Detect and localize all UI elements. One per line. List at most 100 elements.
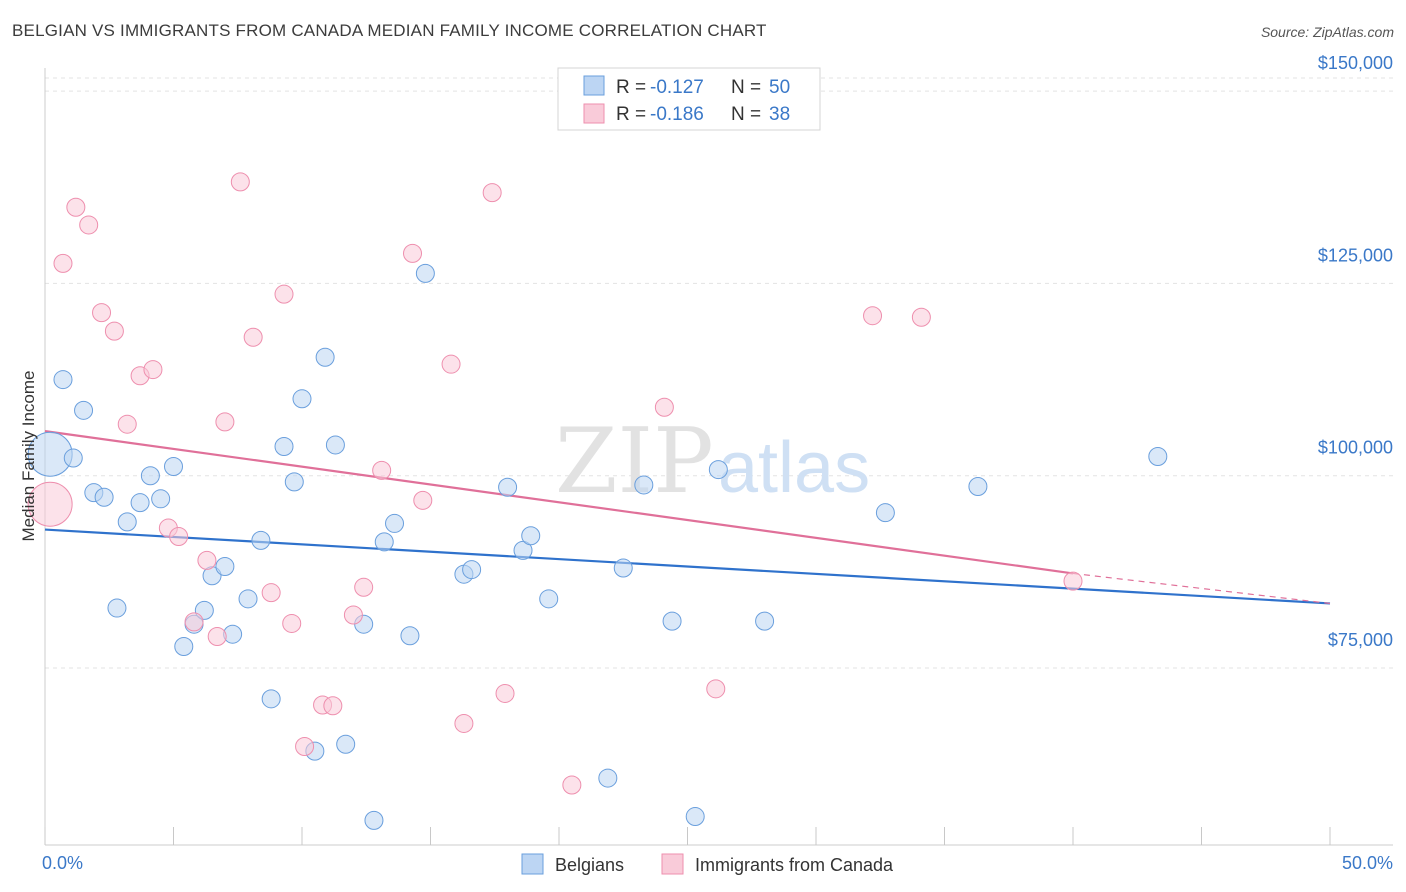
point-belgians-23 [292, 389, 312, 409]
point-belgians-46 [755, 611, 775, 631]
point-belgians-45 [708, 460, 728, 480]
x-tick-label-min: 0.0% [42, 853, 83, 873]
point-canada-24 [354, 577, 374, 597]
point-canada-13 [207, 627, 227, 647]
point-canada-1 [53, 253, 73, 273]
trendline-belgians [44, 528, 1331, 605]
y-tick-label-3: $150,000 [1318, 53, 1393, 73]
point-belgians-3 [74, 400, 94, 420]
legend-top: R = -0.127 N = 50 R = -0.186 N = 38 [557, 67, 821, 131]
point-canada-35 [863, 306, 883, 326]
point-canada-17 [261, 583, 281, 603]
legend-top-n-value-1: 50 [769, 77, 790, 98]
point-canada-4 [92, 303, 112, 323]
point-belgians-25 [315, 347, 335, 367]
trendline-canada-extension [1072, 572, 1331, 605]
y-axis-label: Median Family Income [19, 370, 38, 541]
point-belgians-19 [251, 530, 271, 550]
point-canada-37 [1063, 571, 1083, 591]
point-belgians-48 [968, 477, 988, 497]
point-belgians-9 [140, 466, 160, 486]
x-tick-label-max: 50.0% [1342, 853, 1393, 873]
point-belgians-20 [261, 689, 281, 709]
point-belgians-38 [521, 526, 541, 546]
point-canada-18 [274, 284, 294, 304]
point-canada-26 [403, 243, 423, 263]
point-canada-12 [197, 550, 217, 570]
point-belgians-10 [151, 489, 171, 509]
point-belgians-41 [634, 475, 654, 495]
legend-top-r-label-2: R = [616, 104, 646, 125]
point-belgians-31 [385, 513, 405, 533]
point-belgians-7 [117, 512, 137, 532]
point-belgians-40 [613, 558, 633, 578]
point-canada-23 [343, 605, 363, 625]
point-canada-16 [243, 327, 263, 347]
legend-bottom: Belgians Immigrants from Canada [521, 853, 894, 875]
legend-top-n-label-1: N = [731, 77, 761, 98]
point-canada-2 [66, 197, 86, 217]
point-belgians-2 [63, 448, 83, 468]
point-belgians-33 [415, 263, 435, 283]
legend-top-r-value-2: -0.186 [650, 104, 704, 125]
point-canada-32 [562, 775, 582, 795]
point-belgians-43 [598, 768, 618, 788]
point-belgians-49 [1148, 447, 1168, 466]
point-belgians-11 [164, 457, 183, 477]
point-canada-27 [413, 490, 433, 510]
point-belgians-22 [284, 472, 304, 492]
point-canada-5 [104, 321, 124, 341]
point-belgians-36 [498, 477, 518, 497]
point-canada-3 [79, 215, 99, 235]
y-tick-labels: $75,000 $100,000 $125,000 $150,000 [1318, 53, 1393, 650]
point-canada-8 [143, 360, 163, 380]
point-belgians-27 [336, 734, 356, 754]
point-canada-19 [282, 613, 302, 633]
point-canada-28 [441, 354, 461, 374]
point-canada-20 [295, 737, 315, 757]
legend-top-n-label-2: N = [731, 104, 761, 125]
y-tick-label-2: $125,000 [1318, 245, 1393, 265]
watermark: ZIP atlas [555, 409, 870, 514]
point-belgians-44 [685, 807, 705, 827]
point-canada-33 [654, 397, 674, 417]
point-canada-11 [184, 612, 204, 632]
legend-top-r-label-1: R = [616, 77, 646, 98]
source-label: Source: ZipAtlas.com [1260, 24, 1394, 40]
chart-title: BELGIAN VS IMMIGRANTS FROM CANADA MEDIAN… [12, 21, 767, 40]
legend-bottom-swatch-belgians [521, 853, 544, 875]
watermark-atlas: atlas [718, 428, 870, 508]
legend-top-r-value-1: -0.127 [650, 77, 704, 98]
gridlines [45, 77, 1393, 669]
x-axis-ticks [44, 827, 1331, 845]
point-canada-30 [482, 183, 502, 203]
point-canada-29 [454, 713, 474, 733]
point-belgians-39 [539, 589, 559, 609]
point-canada-0 [27, 481, 73, 527]
y-tick-label-1: $100,000 [1318, 438, 1393, 458]
point-canada-10 [169, 527, 189, 547]
point-canada-36 [911, 307, 931, 327]
point-belgians-21 [274, 436, 294, 456]
legend-top-swatch-belgians [583, 75, 605, 96]
point-belgians-29 [364, 810, 384, 830]
watermark-zip: ZIP [555, 409, 714, 514]
legend-top-n-value-2: 38 [769, 104, 790, 125]
point-belgians-35 [462, 560, 482, 580]
point-canada-31 [495, 683, 515, 703]
point-belgians-16 [215, 557, 235, 577]
legend-top-swatch-canada [583, 103, 605, 124]
legend-bottom-label-canada: Immigrants from Canada [695, 855, 894, 875]
point-canada-15 [230, 172, 250, 192]
point-canada-25 [372, 460, 392, 480]
point-canada-22 [323, 696, 343, 716]
point-canada-34 [706, 679, 726, 699]
trendline-canada [44, 430, 1074, 575]
legend-bottom-label-belgians: Belgians [555, 855, 624, 875]
point-belgians-1 [53, 370, 73, 390]
point-belgians-42 [662, 611, 682, 631]
point-belgians-30 [374, 532, 394, 552]
series-canada-points [27, 172, 1083, 795]
point-canada-6 [117, 414, 137, 434]
